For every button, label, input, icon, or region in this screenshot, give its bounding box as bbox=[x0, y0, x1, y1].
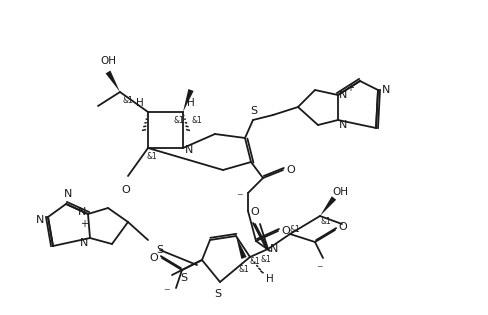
Polygon shape bbox=[105, 71, 120, 92]
Text: H: H bbox=[136, 98, 143, 108]
Text: &1: &1 bbox=[191, 116, 202, 124]
Text: O: O bbox=[338, 222, 346, 232]
Text: N: N bbox=[269, 244, 278, 254]
Text: S: S bbox=[156, 245, 163, 255]
Polygon shape bbox=[183, 89, 193, 112]
Text: N: N bbox=[338, 90, 346, 100]
Text: O: O bbox=[122, 185, 130, 195]
Text: O: O bbox=[286, 165, 295, 175]
Text: +: + bbox=[346, 83, 353, 93]
Text: &1: &1 bbox=[122, 95, 133, 105]
Text: N: N bbox=[184, 145, 193, 155]
Text: ⁻: ⁻ bbox=[315, 264, 322, 277]
Text: S: S bbox=[214, 289, 221, 299]
Text: &1: &1 bbox=[289, 225, 300, 233]
Polygon shape bbox=[319, 196, 336, 216]
Text: ⁻: ⁻ bbox=[163, 287, 169, 300]
Text: &1: &1 bbox=[249, 257, 260, 266]
Text: OH: OH bbox=[331, 187, 347, 197]
Text: &1: &1 bbox=[173, 116, 184, 124]
Text: H: H bbox=[265, 274, 273, 284]
Text: N: N bbox=[63, 189, 72, 199]
Text: O: O bbox=[250, 207, 259, 217]
Text: N: N bbox=[78, 207, 86, 217]
Text: N: N bbox=[80, 238, 88, 248]
Text: N: N bbox=[381, 85, 389, 95]
Text: S: S bbox=[180, 273, 187, 283]
Text: &1: &1 bbox=[146, 152, 157, 161]
Text: O: O bbox=[281, 226, 290, 236]
Text: S: S bbox=[250, 106, 257, 116]
Text: &1: &1 bbox=[320, 217, 331, 226]
Text: N: N bbox=[338, 120, 346, 130]
Text: +: + bbox=[80, 219, 88, 229]
Polygon shape bbox=[236, 236, 246, 259]
Text: &1: &1 bbox=[238, 266, 249, 274]
Text: OH: OH bbox=[100, 56, 116, 66]
Text: H: H bbox=[187, 98, 195, 108]
Text: N: N bbox=[36, 215, 44, 225]
Text: ⁻: ⁻ bbox=[235, 192, 242, 204]
Text: &1: &1 bbox=[260, 255, 271, 264]
Text: O: O bbox=[149, 253, 158, 263]
